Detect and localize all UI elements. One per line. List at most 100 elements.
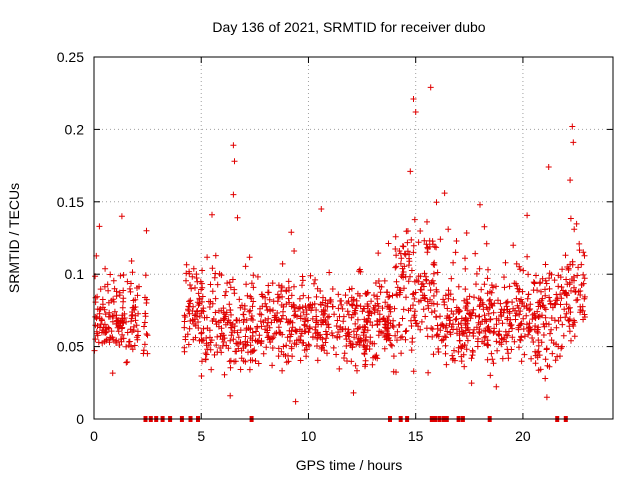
- data-point: [409, 291, 416, 298]
- data-point: [467, 315, 474, 322]
- data-point: [128, 318, 135, 325]
- data-point: [509, 325, 516, 332]
- data-point: [503, 338, 510, 345]
- data-point: [415, 298, 422, 305]
- data-point: [309, 315, 316, 322]
- data-point: [297, 315, 304, 322]
- data-point: [560, 287, 566, 294]
- data-point: [444, 313, 451, 319]
- data-point: [128, 258, 135, 264]
- data-point: [347, 340, 354, 347]
- data-point: [120, 298, 127, 305]
- data-point: [280, 343, 287, 350]
- data-point: [411, 295, 418, 302]
- data-point: [537, 279, 544, 286]
- data-point: [443, 361, 450, 368]
- data-point: [375, 332, 382, 339]
- data-point: [552, 300, 559, 307]
- data-point: [202, 350, 209, 357]
- data-point: [387, 341, 394, 348]
- data-point: [386, 293, 393, 300]
- data-point: [305, 341, 312, 348]
- data-point: [559, 266, 566, 273]
- data-point: [533, 272, 539, 279]
- data-point: [248, 280, 255, 287]
- data-point: [286, 299, 293, 306]
- data-point: [143, 300, 150, 306]
- data-point: [568, 337, 574, 344]
- data-point: [548, 326, 555, 333]
- data-point: [322, 339, 329, 346]
- data-point: [220, 332, 227, 339]
- data-point: [306, 325, 313, 332]
- data-point: [245, 349, 251, 356]
- data-point: [227, 324, 234, 331]
- data-point: [118, 213, 125, 220]
- data-point: [199, 298, 205, 305]
- data-point: [541, 323, 548, 330]
- data-point: [250, 284, 257, 291]
- data-point: [246, 254, 253, 261]
- data-point: [183, 261, 190, 268]
- data-point: [220, 339, 227, 345]
- data-point: [380, 316, 386, 322]
- data-point: [241, 302, 248, 309]
- data-point: [278, 315, 285, 322]
- data-point: [581, 275, 588, 282]
- data-point: [276, 329, 282, 336]
- data-point: [481, 312, 488, 319]
- data-point: [543, 394, 550, 401]
- data-point: [236, 340, 242, 347]
- data-point: [312, 330, 319, 337]
- data-point: [526, 307, 533, 314]
- data-point: [560, 332, 567, 339]
- data-point: [352, 320, 359, 327]
- data-point: [114, 317, 121, 324]
- data-point: [244, 292, 251, 299]
- data-point: [200, 308, 207, 315]
- data-point: [579, 303, 586, 310]
- data-point: [186, 298, 193, 305]
- data-point: [399, 265, 406, 272]
- axis-ticks: [93, 56, 613, 420]
- y-tick-label: 0.05: [57, 339, 84, 355]
- data-point: [462, 255, 468, 262]
- data-point: [387, 308, 394, 315]
- data-point: [277, 318, 284, 325]
- data-point: [433, 314, 440, 321]
- data-point: [324, 350, 330, 357]
- data-point: [131, 342, 138, 349]
- data-point: [393, 278, 400, 285]
- data-point: [361, 326, 368, 333]
- data-point: [540, 332, 547, 338]
- data-point: [407, 273, 413, 280]
- data-point: [328, 330, 335, 336]
- data-point: [486, 297, 493, 304]
- data-point: [100, 329, 107, 336]
- data-point: [227, 284, 234, 291]
- data-point: [470, 333, 477, 339]
- data-point: [352, 362, 359, 369]
- data-point: [228, 311, 234, 318]
- x-axis-label: GPS time / hours: [296, 457, 403, 473]
- data-point: [475, 295, 482, 302]
- data-point: [313, 293, 320, 300]
- y-axis-label: SRMTID / TECUs: [6, 183, 22, 293]
- data-point: [566, 323, 573, 330]
- data-point: [549, 350, 556, 357]
- data-point: [410, 368, 417, 375]
- data-point: [103, 324, 110, 331]
- data-point: [401, 285, 407, 292]
- data-point: [411, 312, 418, 319]
- data-point: [423, 241, 430, 248]
- data-point: [455, 283, 462, 290]
- data-point: [324, 303, 331, 310]
- data-point: [526, 320, 533, 327]
- data-point: [343, 343, 350, 349]
- data-point: [284, 334, 291, 341]
- data-point: [520, 326, 527, 332]
- data-point: [222, 292, 228, 299]
- data-point: [346, 286, 353, 293]
- data-point: [509, 299, 516, 306]
- data-point: [256, 311, 263, 317]
